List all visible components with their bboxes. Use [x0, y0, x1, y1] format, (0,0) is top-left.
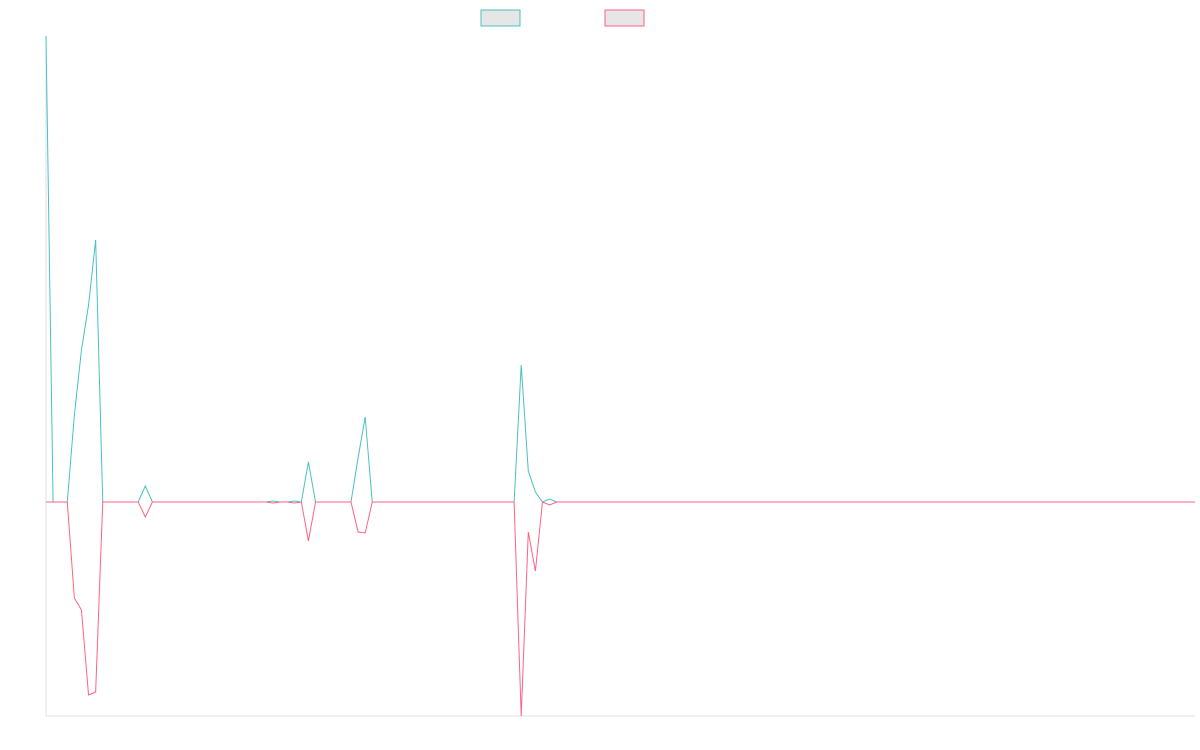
series-line [46, 501, 1195, 717]
legend-swatch [480, 9, 521, 27]
series-line [45, 35, 1195, 503]
legend-swatch [604, 9, 645, 27]
